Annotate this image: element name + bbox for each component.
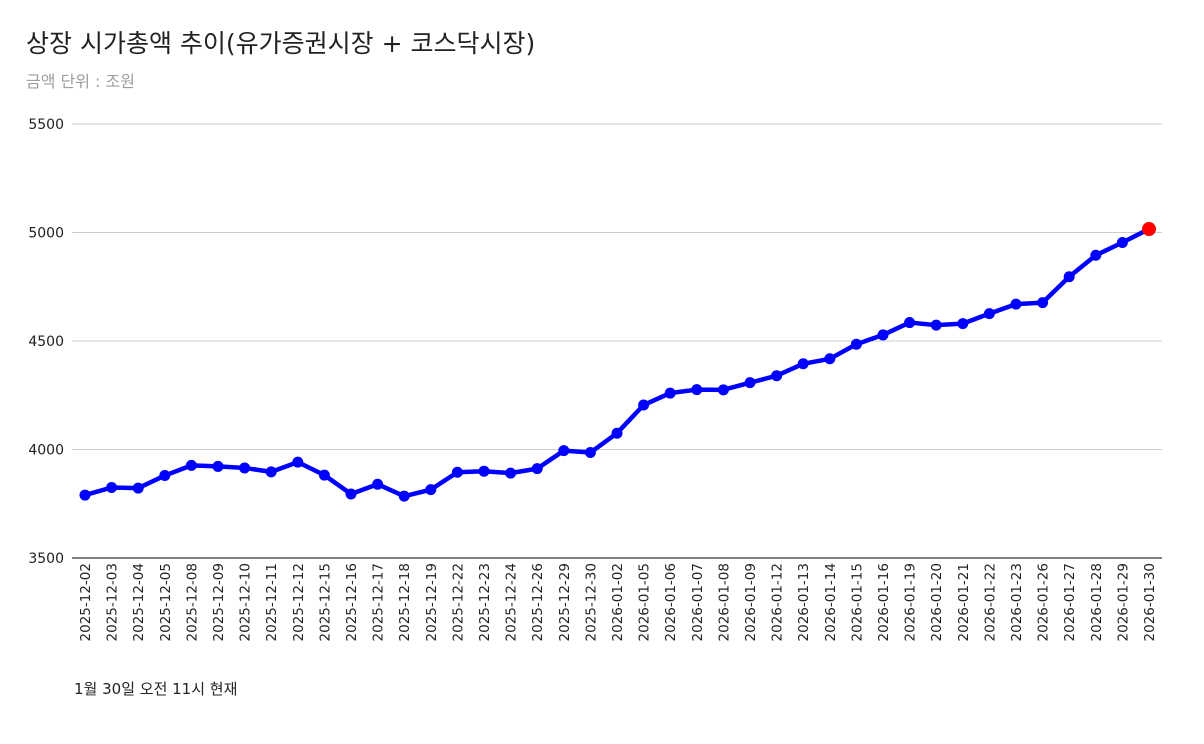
x-tick-label: 2026-01-13	[796, 563, 812, 641]
x-tick-label: 2025-12-30	[583, 563, 599, 641]
x-tick-label: 2026-01-22	[982, 563, 998, 641]
x-tick-label: 2026-01-08	[716, 563, 732, 641]
chart-subtitle: 금액 단위 : 조원	[26, 72, 135, 91]
data-point	[478, 465, 490, 477]
data-point	[771, 370, 783, 382]
data-point	[451, 466, 463, 478]
x-tick-label: 2026-01-27	[1062, 563, 1078, 641]
x-tick-label: 2025-12-26	[530, 563, 546, 641]
series-layer	[82, 226, 1152, 499]
x-tick-label: 2026-01-06	[663, 563, 679, 641]
x-tick-label: 2026-01-16	[876, 563, 892, 641]
data-point	[850, 338, 862, 350]
data-point	[292, 456, 304, 468]
y-tick-label: 4000	[28, 443, 64, 459]
data-point	[584, 447, 596, 459]
y-axis: 3500 4000 4500 5000 5500	[28, 117, 64, 567]
y-tick-label: 5500	[28, 117, 64, 133]
data-point	[212, 460, 224, 472]
data-point	[717, 384, 729, 396]
x-tick-label: 2026-01-21	[956, 563, 972, 641]
x-tick-label: 2026-01-23	[1009, 563, 1025, 641]
data-point	[797, 358, 809, 370]
data-point	[79, 489, 91, 501]
x-tick-label: 2026-01-07	[690, 563, 706, 641]
data-point	[1063, 271, 1075, 283]
data-point	[904, 317, 916, 329]
data-point	[611, 427, 623, 439]
data-point	[744, 377, 756, 389]
data-point	[239, 462, 251, 474]
x-tick-label: 2026-01-12	[770, 563, 786, 641]
data-point	[372, 478, 384, 490]
data-point	[1010, 298, 1022, 310]
data-point	[1037, 297, 1049, 309]
data-point	[345, 488, 357, 500]
data-point	[425, 484, 437, 496]
highlight-data-point	[1142, 222, 1156, 237]
data-point	[691, 384, 703, 396]
gridlines	[72, 123, 1162, 559]
x-tick-label: 2025-12-05	[158, 563, 174, 641]
x-tick-label: 2026-01-09	[743, 563, 759, 641]
y-tick-label: 3500	[28, 551, 64, 567]
x-tick-label: 2025-12-02	[78, 563, 94, 641]
data-point	[531, 463, 543, 475]
x-tick-label: 2026-01-26	[1036, 563, 1052, 641]
data-point	[265, 466, 277, 478]
data-point	[106, 481, 118, 493]
data-point	[318, 469, 330, 481]
x-axis: 2025-12-02 2025-12-03 2025-12-04 2025-12-05…	[78, 563, 1158, 641]
data-point	[1116, 236, 1128, 248]
data-point	[930, 319, 942, 331]
y-tick-label: 5000	[28, 226, 64, 242]
x-tick-label: 2026-01-30	[1142, 563, 1158, 641]
x-tick-label: 2025-12-11	[264, 563, 280, 641]
data-point	[877, 329, 889, 341]
x-tick-label: 2026-01-28	[1089, 563, 1105, 641]
data-point	[664, 387, 676, 399]
data-point	[824, 353, 836, 365]
x-tick-label: 2025-12-19	[424, 563, 440, 641]
x-tick-label: 2026-01-14	[823, 563, 839, 641]
x-tick-label: 2025-12-15	[317, 563, 333, 641]
x-tick-label: 2025-12-10	[238, 563, 254, 641]
data-point	[159, 470, 171, 482]
x-tick-label: 2025-12-29	[557, 563, 573, 641]
x-tick-label: 2026-01-05	[637, 563, 653, 641]
x-tick-label: 2025-12-03	[105, 563, 121, 641]
data-point	[398, 490, 410, 502]
data-point	[957, 318, 969, 330]
x-tick-label: 2026-01-02	[610, 563, 626, 641]
x-tick-label: 2025-12-12	[291, 563, 307, 641]
x-tick-label: 2025-12-16	[344, 563, 360, 641]
x-tick-label: 2026-01-19	[903, 563, 919, 641]
x-tick-label: 2026-01-15	[849, 563, 865, 641]
data-point	[558, 445, 570, 457]
chart-footnote: 1월 30일 오전 11시 현재	[74, 680, 238, 698]
x-tick-label: 2025-12-22	[450, 563, 466, 641]
y-tick-label: 4500	[28, 334, 64, 350]
x-tick-label: 2025-12-08	[184, 563, 200, 641]
x-tick-label: 2025-12-17	[371, 563, 387, 641]
chart-title: 상장 시가총액 추이(유가증권시장 + 코스닥시장)	[26, 29, 536, 58]
data-point	[638, 399, 650, 411]
x-tick-label: 2026-01-20	[929, 563, 945, 641]
x-tick-label: 2025-12-24	[504, 563, 520, 641]
data-point	[983, 308, 995, 320]
x-tick-label: 2026-01-29	[1115, 563, 1131, 641]
data-point	[132, 482, 144, 494]
x-tick-label: 2025-12-23	[477, 563, 493, 641]
series-line	[82, 226, 1152, 499]
data-point	[1090, 249, 1102, 261]
data-point	[185, 459, 197, 471]
x-tick-label: 2025-12-04	[131, 563, 147, 641]
x-tick-label: 2025-12-18	[397, 563, 413, 641]
data-point	[505, 467, 517, 479]
point-layer	[79, 222, 1156, 502]
x-tick-label: 2025-12-09	[211, 563, 227, 641]
